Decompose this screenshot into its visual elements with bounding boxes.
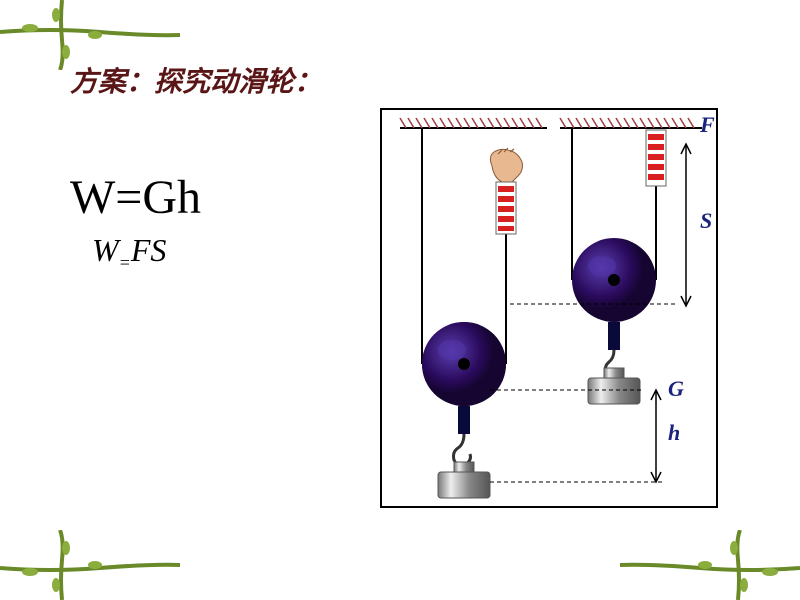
formula-w-gh: W=Gh bbox=[70, 170, 201, 225]
bracket-right bbox=[608, 322, 620, 350]
spring-scale-left bbox=[496, 182, 516, 234]
w-symbol: W bbox=[92, 232, 119, 268]
label-g: G bbox=[668, 376, 684, 402]
pulley-diagram bbox=[380, 108, 718, 508]
weight-left bbox=[438, 462, 490, 498]
hook-left bbox=[454, 434, 471, 465]
ceiling-left bbox=[400, 118, 547, 128]
dimension-s bbox=[681, 144, 691, 306]
hand-icon bbox=[490, 148, 522, 182]
fs-symbol: FS bbox=[131, 232, 167, 268]
formula-w-fs: W=FS bbox=[92, 232, 166, 273]
bracket-left bbox=[458, 406, 470, 434]
label-h: h bbox=[668, 420, 680, 446]
eq-symbol: = bbox=[119, 252, 131, 272]
vine-bottom-right bbox=[620, 530, 800, 600]
spring-scale-right bbox=[646, 130, 666, 186]
pulley-right bbox=[572, 238, 656, 322]
weight-right bbox=[588, 368, 640, 404]
label-s: S bbox=[700, 208, 712, 234]
dimension-h bbox=[651, 390, 661, 482]
label-f: F bbox=[700, 112, 715, 138]
slide-title: 方案：探究动滑轮： bbox=[70, 60, 322, 100]
vine-bottom-left bbox=[0, 530, 180, 600]
pulley-left bbox=[422, 322, 506, 406]
ceiling-right bbox=[560, 118, 702, 128]
